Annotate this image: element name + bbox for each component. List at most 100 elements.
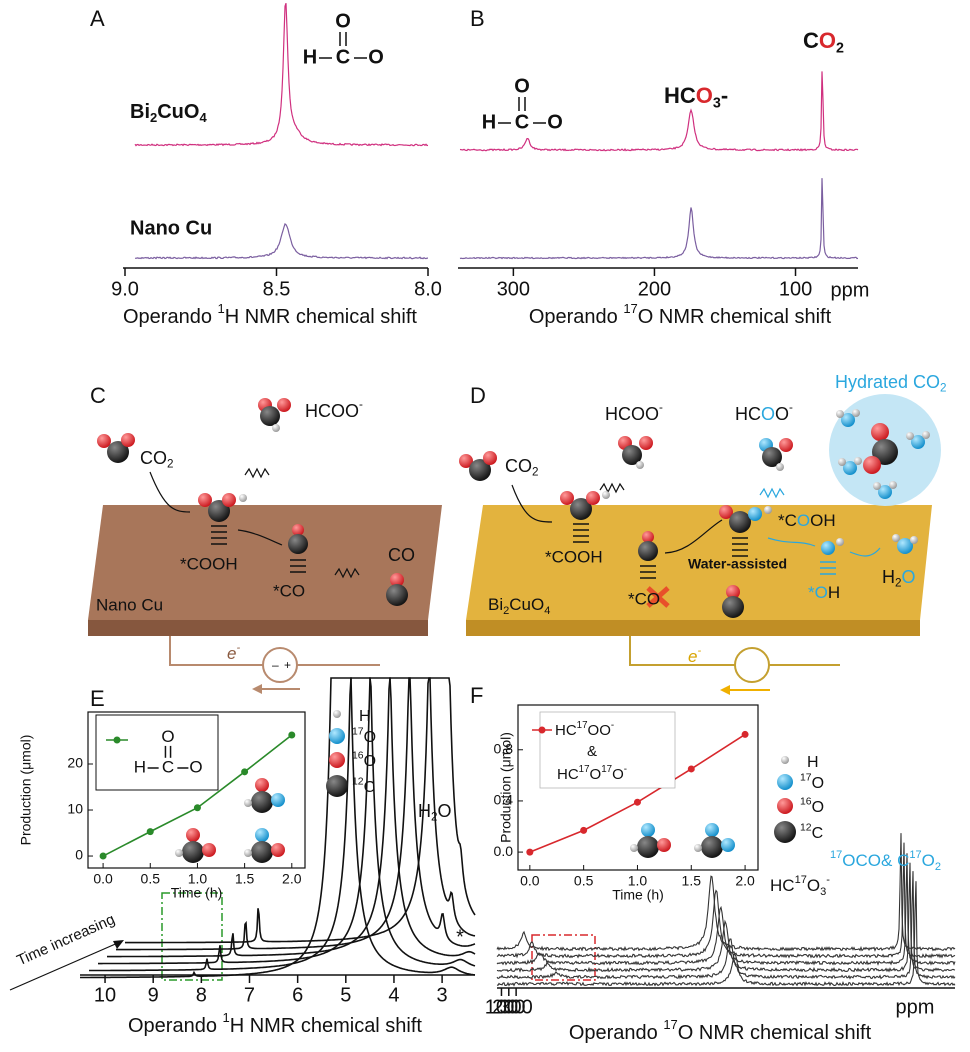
curve — [767, 537, 816, 547]
text-part: 17 — [663, 1017, 677, 1032]
rich-label: HC17OO- — [555, 720, 614, 739]
legend-box — [95, 714, 219, 791]
spectrum — [496, 871, 956, 980]
spectrum — [496, 833, 956, 952]
atom — [260, 406, 280, 426]
rich-label: H2O — [418, 801, 452, 824]
rich-label: CO2 — [803, 28, 844, 57]
text-part: HCOO — [305, 401, 359, 421]
text-part: Bi — [130, 101, 150, 123]
text-part: H — [418, 801, 431, 821]
x-tick-label: 2.0 — [282, 871, 302, 887]
text-part: O — [696, 83, 713, 108]
x-tick-label: 0.5 — [574, 873, 594, 889]
text-part: Operando — [128, 1015, 223, 1037]
atom — [701, 836, 723, 858]
rich-label: HCOO- — [305, 398, 363, 421]
x-tick-label: 0.0 — [520, 873, 540, 889]
data-point — [146, 828, 154, 836]
x-tick-label: 1.0 — [628, 873, 648, 889]
text-part: 2 — [532, 465, 539, 478]
text-part: - — [721, 83, 728, 108]
x-tick-label: 9 — [148, 984, 159, 1006]
spectrum — [459, 178, 859, 260]
atom — [777, 798, 793, 814]
text-part: CO — [505, 456, 532, 476]
rich-label: CO2 — [505, 456, 539, 479]
text-part: CO — [140, 448, 167, 468]
text-part: OH — [810, 511, 836, 530]
x-tick-label: 3 — [437, 984, 448, 1006]
atom — [244, 849, 252, 857]
highlight-box — [161, 892, 223, 981]
curve — [849, 547, 881, 557]
text-part: O — [812, 775, 824, 792]
text-part: - — [236, 642, 240, 654]
spectrum — [496, 862, 956, 973]
text-part: O — [775, 404, 789, 424]
label: H — [807, 754, 819, 771]
axis-label: Time (h) — [171, 885, 223, 901]
atom — [871, 423, 889, 441]
panel-letter: D — [470, 383, 486, 408]
axis-label: Production (μmol) — [498, 732, 514, 843]
x-tick-label: 9.0 — [111, 278, 139, 300]
atom — [586, 491, 600, 505]
text-part: - — [611, 720, 614, 731]
text-part: C — [364, 779, 376, 796]
atom — [198, 493, 212, 507]
rich-label: 16O — [352, 750, 376, 770]
atom — [694, 844, 702, 852]
label: & — [587, 743, 597, 760]
x-tick-label: 300 — [499, 996, 532, 1018]
y-tick-label: 0.4 — [494, 792, 514, 808]
text-part: Bi — [488, 595, 503, 614]
atom — [719, 505, 733, 519]
atom — [636, 461, 644, 469]
atom — [776, 463, 784, 471]
atom — [271, 843, 285, 857]
text-part: 17 — [579, 764, 590, 775]
panel-c-scene: – + — [88, 505, 442, 694]
spectrum — [459, 71, 859, 152]
atom — [459, 454, 473, 468]
text-part: 2 — [940, 381, 947, 394]
spectrum — [116, 677, 476, 951]
data-point — [99, 852, 107, 860]
x-tick-label: 1.5 — [682, 873, 702, 889]
text-part: - — [624, 764, 627, 775]
text-part: Hydrated CO — [835, 372, 940, 392]
text-part: HC — [555, 722, 577, 739]
atom — [222, 493, 236, 507]
text-part: C — [812, 825, 824, 842]
atom — [271, 793, 285, 807]
text-part: 17 — [601, 764, 612, 775]
atom — [637, 836, 659, 858]
highlight-box — [531, 934, 596, 981]
text-part: OCO& C — [842, 851, 909, 870]
atom — [779, 438, 793, 452]
text-part: - — [789, 401, 793, 414]
atom — [638, 541, 658, 561]
text-part: H — [828, 583, 840, 602]
unit-label: ppm — [831, 279, 870, 301]
axis-label: Operando 1H NMR chemical shift — [123, 301, 417, 328]
rich-label: *OH — [808, 583, 840, 602]
text-part: O — [590, 766, 602, 783]
rich-label: HCO3- — [664, 83, 728, 112]
text-part: C — [803, 28, 819, 53]
text-part: OO — [588, 722, 611, 739]
text-part: 2 — [503, 605, 509, 617]
x-tick-label: 200 — [492, 996, 525, 1018]
label: Nano Cu — [130, 217, 212, 239]
x-tick-label: 5 — [340, 984, 351, 1006]
text-part: 3 — [713, 95, 721, 111]
x-tick-label: 10 — [94, 984, 116, 1006]
curve — [599, 482, 625, 494]
formula-atom: H — [134, 757, 146, 776]
axis-label: Operando 17O NMR chemical shift — [569, 1017, 872, 1044]
atom — [390, 573, 404, 587]
atom — [239, 494, 247, 502]
text-part: 17 — [800, 772, 812, 783]
